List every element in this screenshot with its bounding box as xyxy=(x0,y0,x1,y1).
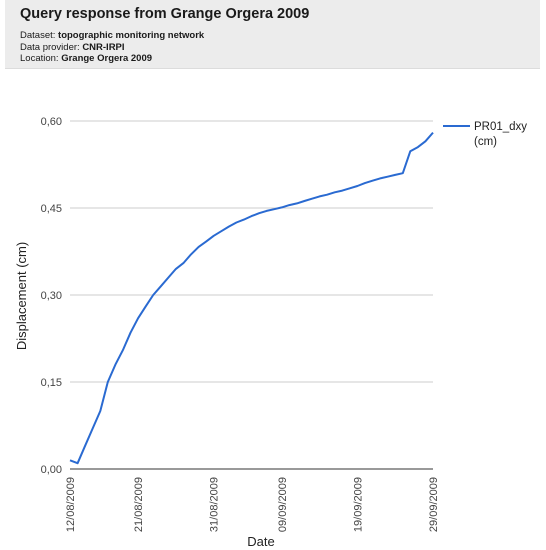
dataset-label: Dataset: xyxy=(20,30,56,41)
y-tick-label: 0,30 xyxy=(41,290,62,302)
dataset-row: Dataset: topographic monitoring network xyxy=(20,30,204,41)
x-tick-label: 21/08/2009 xyxy=(133,477,145,532)
provider-label: Data provider: xyxy=(20,42,80,53)
y-tick-label: 0,60 xyxy=(41,116,62,128)
y-tick-label: 0,45 xyxy=(41,203,62,215)
x-tick-label: 31/08/2009 xyxy=(209,477,221,532)
chart-grid xyxy=(70,120,433,470)
series-line xyxy=(69,131,434,465)
dataset-value: topographic monitoring network xyxy=(58,30,205,41)
x-tick-label: 09/09/2009 xyxy=(277,477,289,532)
y-tick-labels: 0,00 0,15 0,30 0,45 0,60 xyxy=(41,116,62,476)
location-row: Location: Grange Orgera 2009 xyxy=(20,53,152,64)
provider-value: CNR-IRPI xyxy=(82,42,125,53)
page-title: Query response from Grange Orgera 2009 xyxy=(20,6,310,22)
legend: PR01_dxy (cm) xyxy=(443,121,527,148)
location-label: Location: xyxy=(20,53,59,64)
legend-label: PR01_dxy (cm) xyxy=(474,121,527,148)
y-tick-label: 0,15 xyxy=(41,377,62,389)
y-axis-label: Displacement (cm) xyxy=(14,242,29,350)
provider-row: Data provider: CNR-IRPI xyxy=(20,42,125,53)
location-value: Grange Orgera 2009 xyxy=(61,53,153,64)
query-header: Query response from Grange Orgera 2009 D… xyxy=(5,0,540,69)
x-tick-label: 19/09/2009 xyxy=(352,477,364,532)
series-layer xyxy=(69,131,434,465)
x-tick-labels: 12/08/2009 21/08/2009 31/08/2009 09/09/2009… xyxy=(65,477,440,532)
y-tick-label: 0,00 xyxy=(41,464,62,476)
x-tick-label: 29/09/2009 xyxy=(428,477,440,532)
x-axis-label: Date xyxy=(247,534,274,549)
x-tick-label: 12/08/2009 xyxy=(65,477,77,532)
